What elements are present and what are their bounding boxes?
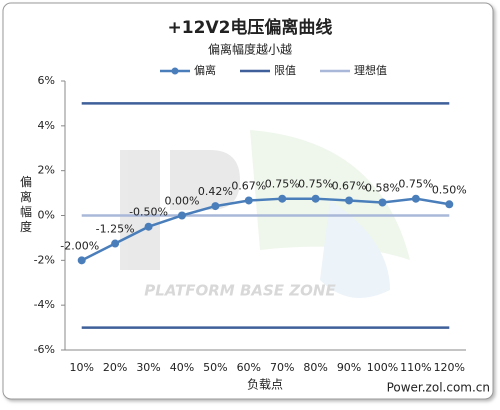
- x-tick-label: 30%: [136, 361, 160, 374]
- legend-marker: [171, 67, 179, 75]
- data-label: -1.25%: [96, 223, 135, 236]
- data-point: [378, 198, 387, 207]
- y-tick-label: -6%: [34, 343, 55, 356]
- watermark-text: PLATFORM BASE ZONE: [144, 282, 336, 300]
- y-tick-label: -4%: [34, 298, 55, 311]
- x-axis-label: 负载点: [247, 378, 283, 392]
- data-label: 0.67%: [231, 179, 266, 192]
- x-tick-label: 90%: [337, 361, 361, 374]
- data-point: [278, 194, 287, 203]
- data-label: 0.58%: [365, 181, 400, 194]
- data-point: [144, 222, 153, 231]
- data-label: -0.50%: [129, 206, 168, 219]
- data-point: [111, 239, 120, 248]
- x-tick-label: 120%: [434, 361, 465, 374]
- legend-label: 偏离: [194, 63, 216, 77]
- data-point: [311, 194, 320, 203]
- data-point: [244, 196, 253, 205]
- data-point: [77, 256, 86, 265]
- x-tick-label: 50%: [203, 361, 227, 374]
- data-label: -2.00%: [60, 239, 99, 252]
- data-label: 0.50%: [432, 183, 467, 196]
- data-point: [211, 202, 220, 211]
- x-tick-label: 60%: [237, 361, 261, 374]
- x-tick-label: 110%: [400, 361, 431, 374]
- legend-label: 限值: [274, 64, 296, 77]
- x-tick-label: 10%: [69, 361, 93, 374]
- y-tick-label: 4%: [38, 119, 55, 132]
- x-tick-label: 70%: [270, 361, 294, 374]
- x-tick-label: 80%: [303, 361, 327, 374]
- x-tick-label: 100%: [367, 361, 398, 374]
- data-label: 0.67%: [332, 179, 367, 192]
- y-tick-label: 2%: [38, 164, 55, 177]
- y-axis-label: 偏离幅度: [20, 174, 32, 234]
- y-tick-label: 6%: [38, 74, 55, 87]
- data-label: 0.75%: [265, 178, 300, 191]
- data-point: [445, 200, 454, 209]
- series-line: [81, 197, 450, 262]
- data-label: 0.00%: [164, 195, 199, 208]
- x-tick-label: 40%: [170, 361, 194, 374]
- data-label: 0.75%: [398, 178, 433, 191]
- data-label: 0.75%: [298, 178, 333, 191]
- legend-label: 理想值: [354, 63, 387, 77]
- source: Power.zol.com.cn: [387, 381, 490, 395]
- chart-subtitle: 偏离幅度越小越: [208, 42, 292, 57]
- chart-title: +12V2电压偏离曲线: [168, 17, 333, 38]
- data-label: 0.42%: [198, 185, 233, 198]
- y-tick-label: -2%: [34, 253, 55, 266]
- watermark-logo: [120, 130, 410, 298]
- data-point: [345, 196, 354, 205]
- data-point: [411, 194, 420, 203]
- data-point: [177, 211, 186, 220]
- x-tick-label: 20%: [103, 361, 127, 374]
- y-tick-label: 0%: [38, 209, 55, 222]
